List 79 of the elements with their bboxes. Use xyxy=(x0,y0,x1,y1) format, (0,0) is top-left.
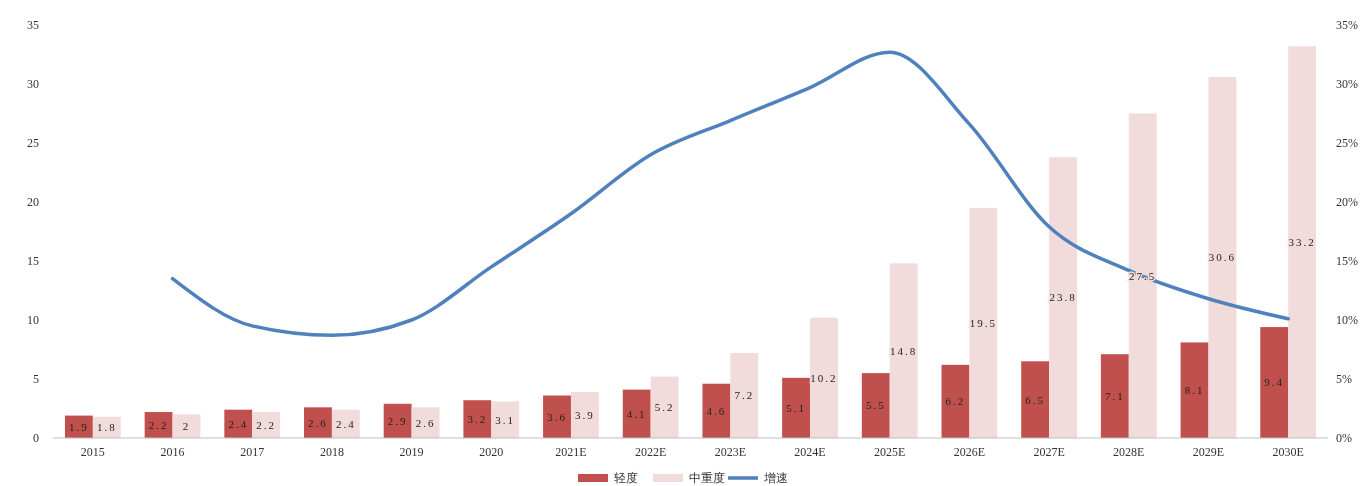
data-label: 1.8 xyxy=(96,421,117,434)
data-label: 33.2 xyxy=(1288,235,1316,248)
data-label: 2.2 xyxy=(256,418,277,431)
data-label: 2.6 xyxy=(415,416,436,429)
data-label: 3.1 xyxy=(495,413,516,426)
data-label: 8.1 xyxy=(1184,384,1205,397)
data-label: 2.6 xyxy=(308,416,328,429)
bar xyxy=(889,263,918,438)
data-label: 6.5 xyxy=(1025,393,1046,406)
line-series xyxy=(170,50,1290,338)
data-label: 5.2 xyxy=(654,401,675,414)
data-label: 2.4 xyxy=(228,417,249,430)
data-label: 2.4 xyxy=(335,417,356,430)
data-label: 5.1 xyxy=(786,401,806,414)
y2-tick-label: 25% xyxy=(1336,136,1358,151)
data-label: 6.2 xyxy=(945,395,966,408)
x-tick-label: 2020 xyxy=(479,445,504,459)
x-tick-label: 2025E xyxy=(874,445,906,459)
x-tick-label: 2015 xyxy=(80,445,105,459)
x-tick-label: 2022E xyxy=(634,445,667,459)
x-tick-label: 2030E xyxy=(1272,445,1304,459)
data-label: 3.6 xyxy=(547,410,567,423)
y-tick-label: 5 xyxy=(33,372,39,387)
bar xyxy=(1021,361,1050,438)
x-tick-label: 2016 xyxy=(160,445,185,459)
bar xyxy=(1128,113,1157,438)
y-tick-label: 20 xyxy=(27,195,39,210)
x-tick-label: 2017 xyxy=(240,445,265,459)
bar xyxy=(1049,157,1077,438)
data-label: 2.2 xyxy=(148,418,169,431)
y2-tick-label: 35% xyxy=(1336,18,1358,33)
bar xyxy=(1180,342,1209,438)
data-label: 5.5 xyxy=(865,399,886,412)
x-tick-label: 2024E xyxy=(794,445,826,459)
data-label: 3.2 xyxy=(467,412,488,425)
x-tick-label: 2019 xyxy=(399,445,424,459)
bar xyxy=(1208,76,1237,438)
y-tick-label: 0 xyxy=(33,431,39,446)
bar xyxy=(810,317,838,438)
data-label: 9.4 xyxy=(1264,376,1285,389)
y2-tick-label: 15% xyxy=(1336,254,1358,269)
data-label: 4.1 xyxy=(626,407,647,420)
y2-tick-label: 0% xyxy=(1336,431,1352,446)
y-tick-label: 10 xyxy=(27,313,39,328)
x-tick-label: 2027E xyxy=(1033,445,1065,459)
data-label: 7.2 xyxy=(734,389,755,402)
data-label: 4.6 xyxy=(706,404,727,417)
data-label: 1.9 xyxy=(69,420,89,433)
y2-tick-label: 5% xyxy=(1336,372,1352,387)
bar xyxy=(969,207,998,438)
data-label: 30.6 xyxy=(1208,251,1237,264)
data-label: 19.5 xyxy=(969,316,997,329)
y-tick-label: 35 xyxy=(27,18,39,33)
legend-label: 轻度 xyxy=(614,471,638,486)
data-label: 23.8 xyxy=(1049,291,1077,304)
bar xyxy=(1100,354,1129,438)
bar xyxy=(1288,46,1317,438)
legend-label: 增速 xyxy=(763,471,788,486)
y-tick-label: 25 xyxy=(27,136,39,151)
bar xyxy=(730,353,759,438)
y2-tick-label: 10% xyxy=(1336,313,1358,328)
y-tick-label: 15 xyxy=(27,254,39,269)
legend-label: 中重度 xyxy=(689,471,725,486)
x-tick-label: 2021E xyxy=(555,445,587,459)
data-label: 2.9 xyxy=(387,414,408,427)
x-tick-label: 2029E xyxy=(1192,445,1225,459)
y2-tick-label: 30% xyxy=(1336,77,1358,92)
y-tick-label: 30 xyxy=(27,77,39,92)
data-label: 7.1 xyxy=(1104,389,1125,402)
x-tick-label: 2018 xyxy=(319,445,344,459)
x-tick-label: 2028E xyxy=(1113,445,1145,459)
y2-tick-label: 20% xyxy=(1336,195,1358,210)
data-label: 14.8 xyxy=(890,344,918,357)
x-tick-label: 2023E xyxy=(714,445,747,459)
data-label: 3.9 xyxy=(575,408,595,421)
bar xyxy=(1260,327,1289,438)
x-tick-label: 2026E xyxy=(953,445,986,459)
data-label: 2 xyxy=(182,420,191,433)
data-label: 10.2 xyxy=(810,371,838,384)
